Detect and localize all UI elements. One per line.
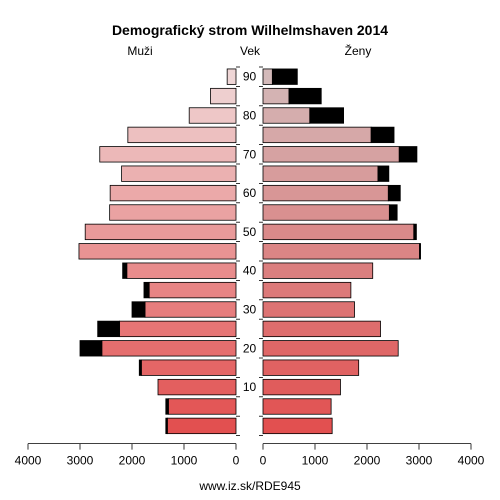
x-tick-label-male: 2000 [119,454,146,468]
female-surplus-50-54 [413,223,417,241]
male-bar-55-59 [109,204,237,221]
x-tick-label-female: 3000 [406,454,433,468]
female-bar-35-39 [262,281,352,299]
female-bar-40-44 [262,262,374,279]
age-tick-label: 30 [243,303,257,317]
female-bar-85-89 [262,87,290,105]
female-surplus-55-59 [388,204,398,221]
male-surplus-25-29 [97,320,120,338]
female-surplus-45-49 [419,243,421,260]
age-tick-label: 20 [243,341,257,355]
female-bar-55-59 [262,204,390,221]
male-bar-30-34 [144,301,237,318]
female-surplus-60-64 [387,184,401,202]
male-bar-60-64 [109,184,237,202]
x-tick-label-female: 4000 [458,454,485,468]
male-bar-10-14 [157,378,237,396]
female-bar-90+ [262,68,273,85]
female-bar-10-14 [262,378,341,396]
male-bar-20-24 [101,340,237,357]
female-surplus-70-74 [398,146,418,163]
male-surplus-20-24 [79,340,103,357]
female-surplus-80-84 [309,107,344,124]
female-bar-15-19 [262,359,360,376]
male-bar-35-39 [148,281,237,299]
x-axis-male: 0 1000 2000 3000 4000 [15,443,240,468]
x-axis-female: 0 1000 2000 3000 4000 [260,443,485,468]
x-tick-label-female: 0 [260,454,267,468]
male-bar-25-29 [119,320,237,338]
female-bar-60-64 [262,184,389,202]
x-tick-label-male: 1000 [171,454,198,468]
female-bar-20-24 [262,340,399,357]
age-tick-label: 90 [243,70,257,84]
female-surplus-90+ [271,68,298,85]
male-bar-90+ [226,68,237,85]
female-bar-5-9 [262,398,332,415]
male-bar-80-84 [188,107,237,124]
female-surplus-65-69 [377,165,390,182]
male-bar-15-19 [140,359,237,376]
x-tick-label-male: 4000 [15,454,42,468]
age-tick-label: 50 [243,225,257,239]
female-surplus-85-89 [288,87,322,105]
male-surplus-30-34 [131,301,146,318]
male-bar-5-9 [167,398,237,415]
age-tick-label: 40 [243,264,257,278]
age-header: Vek [240,44,261,58]
female-bar-75-79 [262,126,372,144]
male-bars [78,68,237,435]
male-surplus-15-19 [138,359,142,376]
male-bar-70-74 [99,146,237,163]
x-tick-label-male: 0 [233,454,240,468]
male-bar-85-89 [210,87,237,105]
x-tick-label-male: 3000 [67,454,94,468]
female-bar-80-84 [262,107,311,124]
source-label: www.iz.sk/RDE945 [198,479,301,493]
male-surplus-40-44 [122,262,128,279]
female-bar-30-34 [262,301,355,318]
x-tick-label-female: 2000 [354,454,381,468]
age-tick-label: 80 [243,109,257,123]
age-tick-label: 10 [243,380,257,394]
male-bar-75-79 [127,126,237,144]
male-surplus-0-4 [165,417,168,435]
x-tick-label-female: 1000 [302,454,329,468]
male-bar-45-49 [78,243,237,260]
male-bar-65-69 [121,165,237,182]
female-bars [262,68,421,435]
female-bar-0-4 [262,417,333,435]
age-axis: 10 20 30 40 50 60 70 80 90 [236,66,263,437]
female-bar-25-29 [262,320,381,338]
female-bar-50-54 [262,223,415,241]
male-bar-50-54 [84,223,237,241]
female-bar-65-69 [262,165,379,182]
female-bar-45-49 [262,243,420,260]
female-surplus-75-79 [370,126,395,144]
male-surplus-35-39 [143,281,150,299]
male-header: Muži [127,44,152,58]
female-bar-70-74 [262,146,400,163]
chart-title: Demografický strom Wilhelmshaven 2014 [112,22,388,38]
age-tick-label: 70 [243,147,257,161]
male-surplus-5-9 [165,398,169,415]
male-bar-40-44 [126,262,237,279]
age-tick-label: 60 [243,186,257,200]
female-header: Ženy [345,43,372,58]
male-bar-0-4 [166,417,237,435]
